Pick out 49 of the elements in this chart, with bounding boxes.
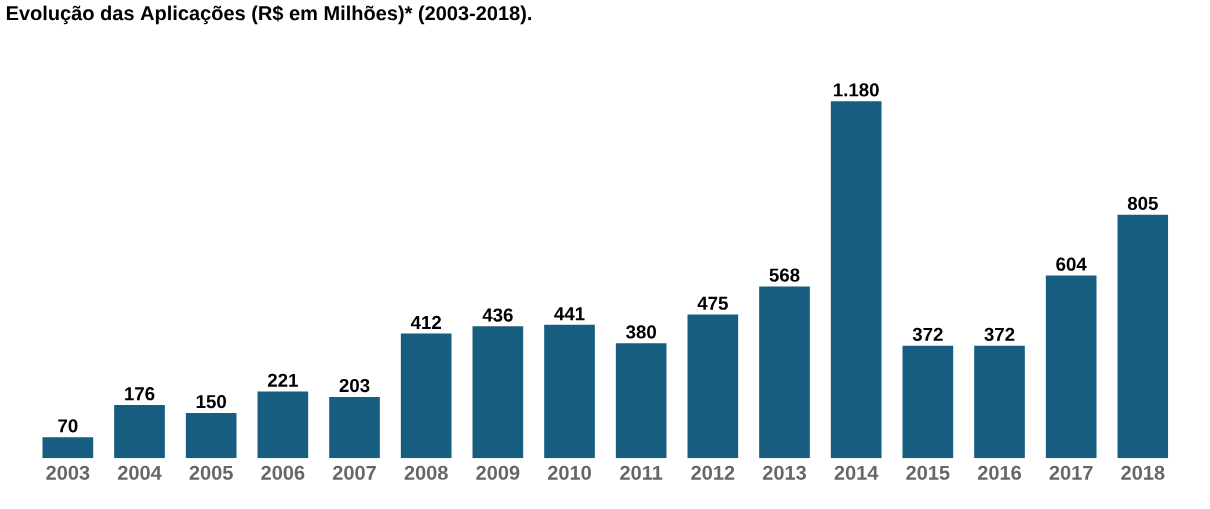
x-tick-label: 2011	[620, 465, 663, 480]
bar	[1045, 275, 1097, 459]
x-tick-label: 2004	[117, 465, 162, 480]
bar	[185, 412, 237, 459]
chart-title: Evolução das Aplicações (R$ em Milhões)* (2003-2018).	[6, 5, 532, 25]
x-tick-label: 2010	[547, 465, 591, 480]
data-label: 150	[196, 394, 226, 409]
x-tick-label: 2007	[332, 465, 376, 480]
data-label: 372	[984, 327, 1015, 342]
data-label: 380	[626, 325, 656, 339]
data-label: 221	[267, 373, 298, 387]
x-tick-label: 2003	[46, 465, 90, 480]
data-label: 805	[1127, 196, 1158, 210]
data-label: 70	[58, 419, 78, 433]
x-tick-label: 2018	[1121, 465, 1165, 480]
x-tick-label: 2006	[261, 465, 305, 480]
bar	[974, 345, 1025, 459]
bar	[42, 437, 94, 459]
data-label: 412	[410, 315, 441, 329]
bar	[759, 286, 810, 459]
bar	[257, 391, 309, 459]
bar	[687, 314, 739, 459]
bar	[830, 101, 882, 459]
bar	[544, 324, 595, 459]
data-label: 436	[482, 308, 513, 322]
data-label: 475	[697, 296, 728, 310]
data-label: 1.180	[833, 83, 879, 97]
x-tick-label: 2008	[404, 465, 448, 480]
x-tick-label: 2013	[762, 465, 807, 480]
data-label: 372	[912, 327, 943, 342]
bar	[902, 345, 954, 459]
data-label: 441	[554, 307, 585, 321]
data-label: 203	[339, 378, 370, 393]
bar	[615, 343, 667, 459]
bar	[472, 326, 524, 459]
x-tick-label: 2015	[906, 465, 950, 480]
x-tick-label: 2014	[834, 465, 879, 480]
x-tick-label: 2009	[476, 465, 520, 480]
bar	[1117, 214, 1169, 459]
x-tick-label: 2012	[691, 465, 735, 480]
data-label: 176	[125, 387, 155, 401]
bar	[329, 396, 380, 459]
x-tick-label: 2016	[977, 465, 1022, 480]
bar	[114, 405, 165, 459]
bar	[400, 333, 452, 459]
data-label: 604	[1056, 257, 1087, 271]
data-label: 568	[769, 268, 800, 282]
x-tick-label: 2017	[1049, 465, 1093, 480]
x-tick-label: 2005	[189, 465, 233, 480]
